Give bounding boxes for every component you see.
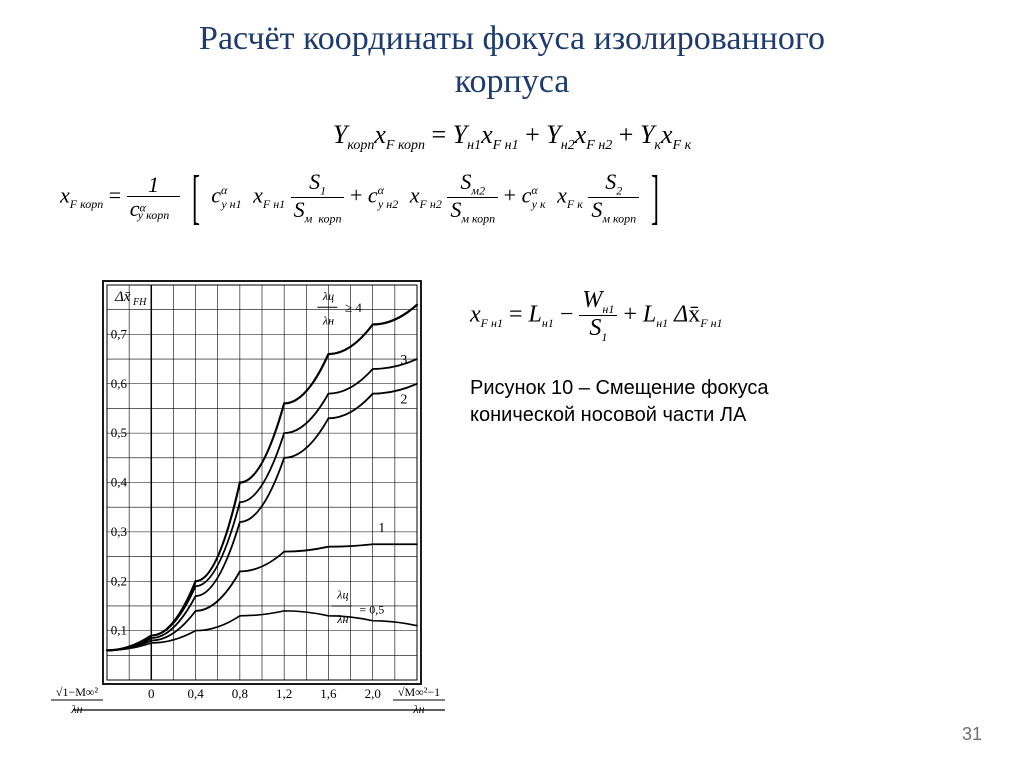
svg-text:3: 3	[400, 353, 407, 368]
svg-text:FH: FH	[132, 297, 147, 308]
title-line-1: Расчёт координаты фокуса изолированного	[199, 20, 825, 57]
svg-text:λн: λн	[322, 314, 334, 328]
svg-text:1,2: 1,2	[276, 686, 292, 701]
svg-text:1,6: 1,6	[320, 686, 337, 701]
svg-text:0,1: 0,1	[111, 623, 127, 638]
svg-text:0,4: 0,4	[111, 475, 128, 490]
svg-text:= 0,5: = 0,5	[359, 602, 384, 616]
svg-text:√M∞²−1: √M∞²−1	[398, 685, 440, 699]
caption-line-1: Рисунок 10 – Смещение фокуса	[470, 377, 769, 399]
svg-text:0,6: 0,6	[111, 376, 128, 391]
svg-text:2: 2	[400, 393, 407, 408]
svg-text:λн: λн	[70, 702, 82, 716]
svg-text:λн: λн	[412, 702, 424, 716]
svg-text:0,5: 0,5	[111, 425, 127, 440]
equation-1: YкорпxF корп = Yн1xF н1 + Yн2xF н2 + Yкx…	[0, 120, 1024, 154]
title-line-2: корпуса	[455, 63, 570, 100]
svg-text:λц: λц	[322, 289, 334, 303]
svg-text:λн: λн	[336, 612, 348, 626]
equation-3: xF н1 = Lн1 − Wн1S1 + Lн1 Δx̄F н1	[470, 288, 723, 344]
svg-text:0,7: 0,7	[111, 326, 128, 341]
svg-text:Δx̄: Δx̄	[114, 289, 131, 305]
svg-text:λц: λц	[336, 588, 348, 602]
svg-text:0,2: 0,2	[111, 573, 127, 588]
svg-text:0,3: 0,3	[111, 524, 127, 539]
svg-text:2,0: 2,0	[365, 686, 381, 701]
focus-offset-chart: 0,1 0,2 0,3 0,4 0,5 0,6 0,7 Δx̄FH 0 0,4 0,8 1,2 1,6 2…	[45, 275, 445, 740]
svg-text:0,8: 0,8	[232, 686, 248, 701]
page-number: 31	[962, 724, 982, 745]
equation-2: xF корп = 1cαу корп [ cαу н1 xF н1 S1Sм …	[60, 170, 990, 225]
caption-line-2: конической носовой части ЛА	[470, 404, 746, 426]
figure-caption: Рисунок 10 – Смещение фокуса конической …	[470, 375, 769, 429]
svg-text:1: 1	[378, 521, 385, 536]
svg-text:≥ 4: ≥ 4	[345, 300, 362, 315]
svg-text:√1−M∞²: √1−M∞²	[56, 685, 99, 699]
svg-text:0,4: 0,4	[187, 686, 204, 701]
svg-text:0: 0	[148, 686, 155, 701]
page-title: Расчёт координаты фокуса изолированного …	[0, 0, 1024, 103]
